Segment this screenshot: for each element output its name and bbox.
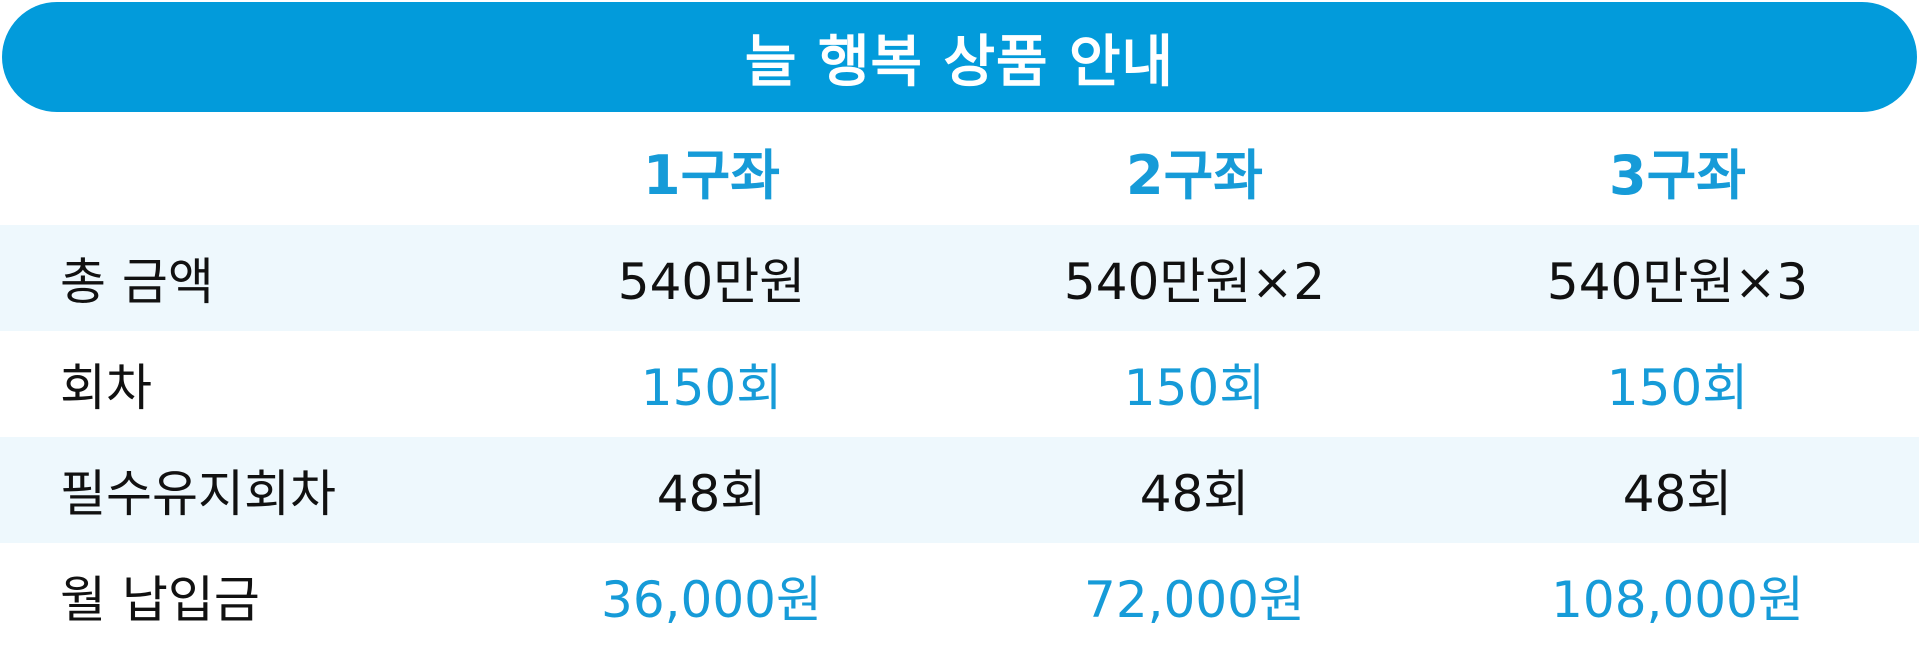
table-cell: 48회 — [1622, 465, 1733, 523]
column-header-3: 3구좌 — [1609, 144, 1746, 207]
table-row-installments: 회차 150회 150회 150회 — [0, 331, 1919, 437]
title-banner: 늘 행복 상품 안내 — [2, 2, 1917, 112]
table-cell: 540만원×3 — [1546, 253, 1809, 311]
table-cell: 48회 — [1139, 465, 1250, 523]
table-cell: 108,000원 — [1551, 570, 1804, 629]
table-cell: 150회 — [1606, 359, 1749, 417]
table-row-required-installments: 필수유지회차 48회 48회 48회 — [0, 437, 1919, 543]
row-label: 월 납입금 — [60, 570, 260, 629]
table-cell: 540만원 — [617, 253, 806, 311]
row-label: 총 금액 — [60, 253, 214, 311]
table-cell: 150회 — [640, 359, 783, 417]
table-row-monthly-payment: 월 납입금 36,000원 72,000원 108,000원 — [0, 543, 1919, 648]
table-cell: 36,000원 — [601, 570, 822, 629]
table-header-row: 1구좌 2구좌 3구좌 — [0, 116, 1919, 225]
product-table: 1구좌 2구좌 3구좌 총 금액 540만원 540만원×2 540만원×3 회… — [0, 116, 1919, 648]
table-cell: 150회 — [1123, 359, 1266, 417]
page-title: 늘 행복 상품 안내 — [744, 29, 1175, 95]
table-row-total-amount: 총 금액 540만원 540만원×2 540만원×3 — [0, 225, 1919, 331]
row-label: 필수유지회차 — [60, 465, 336, 523]
table-cell: 72,000원 — [1084, 570, 1305, 629]
table-cell: 540만원×2 — [1063, 253, 1326, 311]
column-header-2: 2구좌 — [1126, 144, 1263, 207]
row-label: 회차 — [60, 359, 152, 417]
column-header-1: 1구좌 — [643, 144, 780, 207]
table-cell: 48회 — [656, 465, 767, 523]
